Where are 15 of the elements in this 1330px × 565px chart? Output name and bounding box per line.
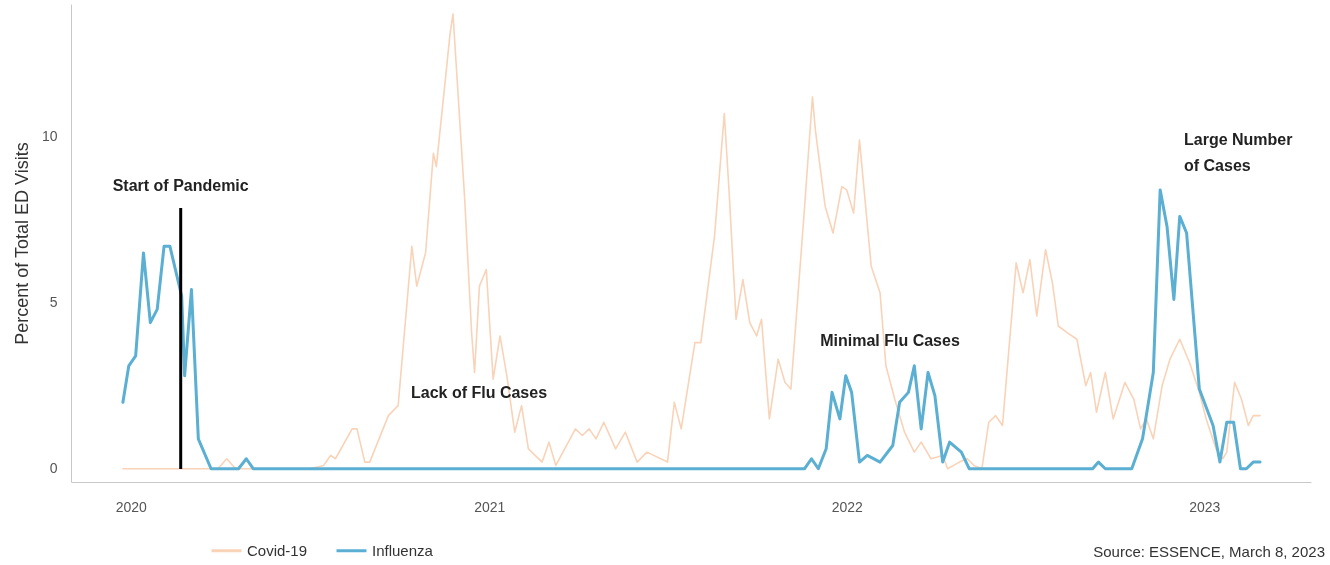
y-tick-label: 0 <box>49 460 58 477</box>
x-tick-label: 2020 <box>115 498 148 515</box>
annotation: Lack of Flu Cases <box>410 384 548 401</box>
y-tick-label: 10 <box>41 128 58 145</box>
x-tick-label: 2021 <box>474 498 506 515</box>
annotation: Large Number of Cases <box>1184 131 1293 174</box>
y-axis-title: Percent of Total ED Visits <box>11 142 32 345</box>
x-tick-label: 2023 <box>1189 498 1221 515</box>
legend-label: Influenza <box>372 541 434 559</box>
legend-label: Covid-19 <box>247 541 308 559</box>
annotation: Minimal Flu Cases <box>820 332 960 349</box>
source-note: Source: ESSENCE, March 8, 2023 <box>1093 543 1325 560</box>
ref-line-label: Start of Pandemic <box>112 177 249 194</box>
x-tick-label: 2022 <box>831 498 864 515</box>
y-tick-label: 5 <box>49 294 58 311</box>
